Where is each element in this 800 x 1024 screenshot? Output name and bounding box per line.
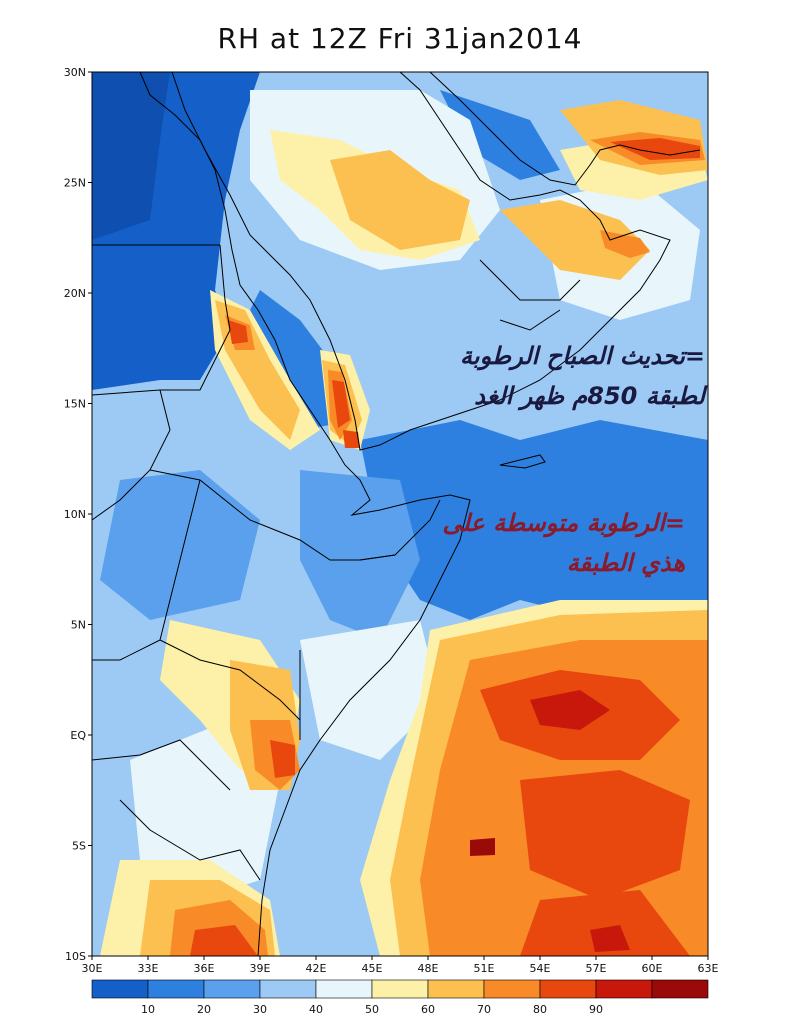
lat-tick-label: 20N xyxy=(64,287,86,300)
colorbar-label: 10 xyxy=(141,1003,155,1016)
annotation-line: لطبقة 850م ظهر الغد xyxy=(474,382,705,410)
colorbar-swatch xyxy=(483,979,541,999)
lon-tick-label: 45E xyxy=(362,962,383,975)
colorbar-label: 50 xyxy=(365,1003,379,1016)
colorbar-swatch xyxy=(91,979,149,999)
colorbar-swatch xyxy=(595,979,653,999)
colorbar-swatch xyxy=(203,979,261,999)
coastlines xyxy=(92,72,701,956)
map-title: RH at 12Z Fri 31jan2014 xyxy=(217,22,583,55)
lon-tick-label: 51E xyxy=(474,962,495,975)
colorbar-swatch xyxy=(315,979,373,999)
longitude-axis: 30E 33E 36E 39E 42E 45E 48E 51E 54E 57E 60E 63E xyxy=(82,956,719,975)
colorbar-swatch xyxy=(147,979,205,999)
lon-tick-label: 39E xyxy=(250,962,271,975)
lat-tick-label: 30N xyxy=(64,66,86,79)
latitude-axis: 30N 25N 20N 15N 10N 5N EQ 5S 10S xyxy=(64,66,92,963)
colorbar-label: 70 xyxy=(477,1003,491,1016)
lon-tick-label: 36E xyxy=(194,962,215,975)
colorbar-swatch xyxy=(651,979,709,999)
colorbar-label: 90 xyxy=(589,1003,603,1016)
annotation-forecast-update: =تحديث الصباح الرطوبة لطبقة 850م ظهر الغ… xyxy=(400,336,705,416)
lat-tick-label: 15N xyxy=(64,398,86,411)
colorbar-swatch xyxy=(371,979,429,999)
lat-tick-label: 5S xyxy=(72,840,86,853)
lat-tick-label: 10S xyxy=(65,950,86,963)
lon-tick-label: 48E xyxy=(418,962,439,975)
colorbar-label: 20 xyxy=(197,1003,211,1016)
colorbar-label: 60 xyxy=(421,1003,435,1016)
colorbar-swatch xyxy=(539,979,597,999)
colorbar-label: 30 xyxy=(253,1003,267,1016)
lon-tick-label: 54E xyxy=(530,962,551,975)
colorbar: 10 20 30 40 50 60 70 80 90 xyxy=(91,979,709,1016)
colorbar-label: 80 xyxy=(533,1003,547,1016)
lon-tick-label: 30E xyxy=(82,962,103,975)
annotation-line: =تحديث الصباح الرطوبة xyxy=(460,342,705,370)
colorbar-swatch xyxy=(427,979,485,999)
lon-tick-label: 60E xyxy=(642,962,663,975)
lon-tick-label: 33E xyxy=(138,962,159,975)
colorbar-label: 40 xyxy=(309,1003,323,1016)
lat-tick-label: 5N xyxy=(71,619,86,632)
colorbar-swatch xyxy=(259,979,317,999)
lon-tick-label: 57E xyxy=(586,962,607,975)
lat-tick-label: EQ xyxy=(70,729,86,742)
lat-tick-label: 25N xyxy=(64,177,86,190)
lon-tick-label: 42E xyxy=(306,962,327,975)
rh-field xyxy=(92,72,708,956)
annotation-line: هذي الطبقة xyxy=(566,549,685,577)
lat-tick-label: 10N xyxy=(64,508,86,521)
lon-tick-label: 63E xyxy=(698,962,719,975)
annotation-humidity-note: =الرطوبة متوسطة على هذي الطبقة xyxy=(395,503,685,583)
annotation-line: =الرطوبة متوسطة على xyxy=(442,509,685,537)
